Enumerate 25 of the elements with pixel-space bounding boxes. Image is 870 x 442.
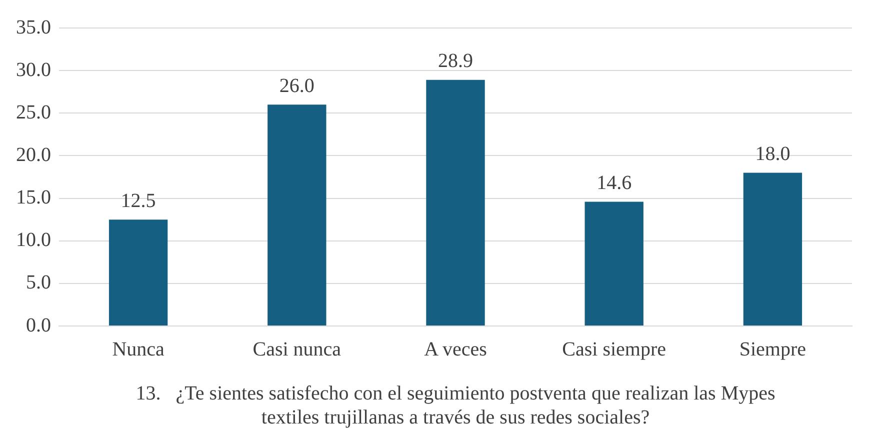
bar [584,202,644,326]
data-label: 18.0 [755,142,790,165]
x-tick-label: Casi nunca [252,338,342,360]
x-tick-label: Nunca [112,338,165,360]
data-label: 14.6 [596,172,632,194]
y-tick-label: 35.0 [16,16,51,38]
data-label: 26.0 [279,74,314,97]
bar [108,220,168,326]
y-tick-label: 20.0 [16,144,51,166]
data-label: 28.9 [438,50,473,72]
y-tick-label: 5.0 [26,272,51,294]
y-tick-label: 0.0 [26,314,51,336]
x-tick-label: Casi siempre [562,338,666,360]
bar [426,80,485,326]
y-tick-label: 15.0 [16,186,51,209]
y-tick-label: 25.0 [16,101,51,124]
text: textiles trujillanas a través de sus redes sociales? [261,406,650,428]
y-tick-label: 30.0 [16,58,51,81]
text: 13. ¿Te sientes satisfecho con el seguimiento postventa que realizan las Mypes [136,382,776,404]
y-tick-label: 10.0 [16,229,51,252]
bar [743,172,802,326]
x-tick-label: A veces [424,338,488,360]
bar [268,104,326,326]
x-tick-label: Siempre [739,338,806,360]
data-label: 12.5 [120,190,156,212]
